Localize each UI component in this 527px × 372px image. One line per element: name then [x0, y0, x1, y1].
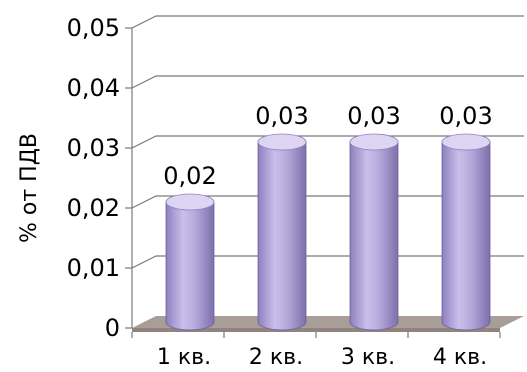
bar-body: [349, 141, 399, 331]
x-tick-label: 4 кв.: [433, 345, 487, 370]
y-tick-label: 0,04: [67, 74, 120, 102]
x-tick-label: 1 кв.: [157, 345, 211, 370]
data-label: 0,02: [163, 162, 216, 190]
y-axis-label: % от ПДВ: [17, 133, 42, 243]
x-tick-label: 2 кв.: [249, 345, 303, 370]
chart-floor-edge: [132, 328, 500, 332]
bar-top: [257, 133, 307, 151]
bar-top: [349, 133, 399, 151]
data-label: 0,03: [255, 102, 308, 130]
chart-floor: [132, 316, 524, 328]
gridline: [131, 75, 524, 89]
bar: [257, 133, 307, 331]
x-tick-label: 3 кв.: [341, 345, 395, 370]
y-tick-label: 0,05: [67, 14, 120, 42]
gridline: [131, 15, 524, 29]
data-label: 0,03: [347, 102, 400, 130]
bar-top: [165, 193, 215, 211]
gridline: [131, 195, 524, 209]
gridline: [131, 255, 524, 269]
bar: [165, 193, 215, 331]
bar: [441, 133, 491, 331]
y-tick-label: 0,02: [67, 194, 120, 222]
bar-body: [257, 141, 307, 331]
bar-top: [441, 133, 491, 151]
y-tick-label: 0: [105, 314, 120, 342]
bar-body: [441, 141, 491, 331]
gridline: [131, 135, 524, 149]
bar: [349, 133, 399, 331]
bar-body: [165, 201, 215, 331]
data-label: 0,03: [439, 102, 492, 130]
y-tick-label: 0,01: [67, 254, 120, 282]
y-tick-label: 0,03: [67, 134, 120, 162]
